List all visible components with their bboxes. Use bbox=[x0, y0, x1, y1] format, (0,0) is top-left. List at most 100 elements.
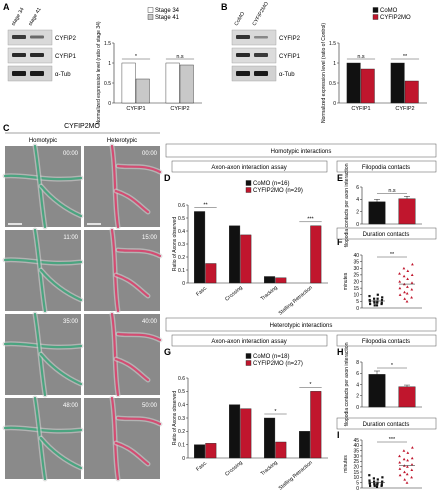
data-point bbox=[368, 474, 371, 477]
blot-band bbox=[236, 71, 250, 76]
timestamp: 00:00 bbox=[142, 151, 158, 157]
data-point bbox=[375, 485, 379, 489]
significance-label: n.s bbox=[388, 188, 396, 194]
box-title-duration: Duration contacts bbox=[363, 232, 410, 238]
significance-label: ** bbox=[403, 54, 408, 60]
data-point bbox=[381, 296, 384, 299]
y-tick-label: 8 bbox=[356, 360, 359, 366]
panel-b-blots: CoMO CYFIP2MO CYFIP2 CYFIP1 α-Tub bbox=[231, 1, 301, 82]
axon-strand bbox=[39, 268, 83, 302]
data-point bbox=[410, 456, 414, 460]
data-point bbox=[381, 480, 384, 483]
y-tick-label: 0 bbox=[356, 486, 359, 492]
bar bbox=[275, 441, 287, 459]
y-tick-label: 10 bbox=[353, 475, 359, 481]
y-tick-label: 25 bbox=[353, 273, 359, 279]
bar bbox=[275, 277, 287, 284]
legend-label: CoMO bbox=[380, 8, 398, 14]
significance-label: n.s bbox=[357, 54, 365, 60]
data-point bbox=[376, 297, 379, 300]
blot-band bbox=[236, 53, 250, 57]
legend-swatch bbox=[372, 14, 379, 20]
axon-strand bbox=[116, 416, 162, 426]
y-axis-label: Ratio of Axons observed bbox=[172, 391, 178, 445]
significance-label: * bbox=[135, 54, 138, 60]
bar bbox=[194, 211, 206, 284]
y-tick-label: 5 bbox=[356, 299, 359, 305]
bar bbox=[346, 62, 361, 104]
legend-swatch bbox=[245, 360, 252, 366]
blot-label-cyfip2: CYFIP2 bbox=[279, 36, 301, 42]
panel-letter-b: B bbox=[221, 2, 228, 12]
lane-label-cyfip2mo: CYFIP2MO bbox=[252, 1, 270, 27]
legend-swatch bbox=[372, 7, 379, 13]
panel-letter-a: A bbox=[3, 2, 10, 12]
y-tick-label: 0 bbox=[182, 456, 185, 462]
blot-band bbox=[30, 71, 44, 76]
section-box bbox=[165, 317, 437, 332]
axon-strand bbox=[110, 144, 120, 229]
legend-swatch bbox=[245, 353, 252, 359]
y-tick-label: 0.5 bbox=[329, 81, 336, 87]
y-axis-label: filopodia contacts per axon interaction bbox=[344, 163, 350, 247]
legend-label: CYFIP2MO (n=27) bbox=[253, 361, 303, 367]
bar bbox=[398, 198, 416, 225]
blot-band bbox=[254, 53, 268, 57]
y-tick-label: 25 bbox=[353, 459, 359, 465]
data-point bbox=[405, 481, 409, 484]
legend-label: CYFIP2MO bbox=[380, 15, 411, 21]
box-title-frame bbox=[336, 417, 437, 430]
y-tick-label: 0 bbox=[356, 306, 359, 312]
significance-label: *** bbox=[307, 217, 314, 223]
y-axis-label: Ratio of Axons observed bbox=[172, 217, 178, 271]
data-point bbox=[410, 468, 414, 471]
data-point bbox=[368, 298, 371, 302]
y-tick-label: 0.1 bbox=[178, 442, 185, 448]
x-tick-label: Tracking bbox=[260, 460, 279, 477]
y-tick-label: 4 bbox=[356, 382, 359, 388]
timestamp: 40:00 bbox=[142, 319, 158, 325]
data-point bbox=[368, 300, 371, 303]
bar bbox=[368, 374, 386, 408]
panel-letter-g: G bbox=[164, 347, 171, 357]
timestamp: 11:00 bbox=[63, 235, 78, 241]
data-point bbox=[402, 274, 406, 278]
y-tick-label: 6 bbox=[356, 371, 359, 377]
homotypic-section: Homotypic interactions Axon-axon interac… bbox=[165, 143, 437, 240]
y-tick-label: 0.6 bbox=[178, 376, 185, 382]
blot-label-tubulin: α-Tub bbox=[55, 72, 71, 78]
y-tick-label: 0.3 bbox=[178, 242, 185, 248]
lane-label-como: CoMO bbox=[234, 11, 247, 27]
data-point bbox=[403, 297, 407, 300]
blot-band bbox=[12, 71, 26, 76]
legend-label: CoMO (n=16) bbox=[253, 181, 290, 187]
blot-band bbox=[12, 53, 26, 57]
data-point bbox=[403, 290, 406, 294]
y-tick-label: 1.5 bbox=[329, 41, 336, 47]
bar bbox=[390, 62, 405, 104]
significance-label: * bbox=[274, 409, 277, 415]
panel-letter-e: E bbox=[337, 173, 343, 183]
y-tick-label: 0.4 bbox=[178, 402, 185, 408]
data-point bbox=[376, 293, 379, 296]
y-tick-label: 0 bbox=[333, 101, 336, 107]
blot-band bbox=[236, 35, 250, 39]
box-title-axon-assay: Axon-axon interaction assay bbox=[211, 165, 286, 171]
axon-strand bbox=[116, 332, 162, 342]
legend-label: CoMO (n=18) bbox=[253, 354, 290, 360]
x-tick-label: CYFIP2 bbox=[170, 106, 189, 112]
timestamp: 00:00 bbox=[63, 151, 79, 157]
x-tick-label: Fasc. bbox=[195, 285, 209, 298]
bar bbox=[240, 408, 252, 459]
data-point bbox=[403, 470, 406, 474]
data-point bbox=[373, 300, 376, 303]
y-tick-label: 15 bbox=[353, 286, 359, 292]
bar bbox=[205, 263, 217, 284]
axon-strand bbox=[110, 312, 120, 397]
y-axis-label: filopodia contacts per axon interaction bbox=[344, 342, 350, 426]
